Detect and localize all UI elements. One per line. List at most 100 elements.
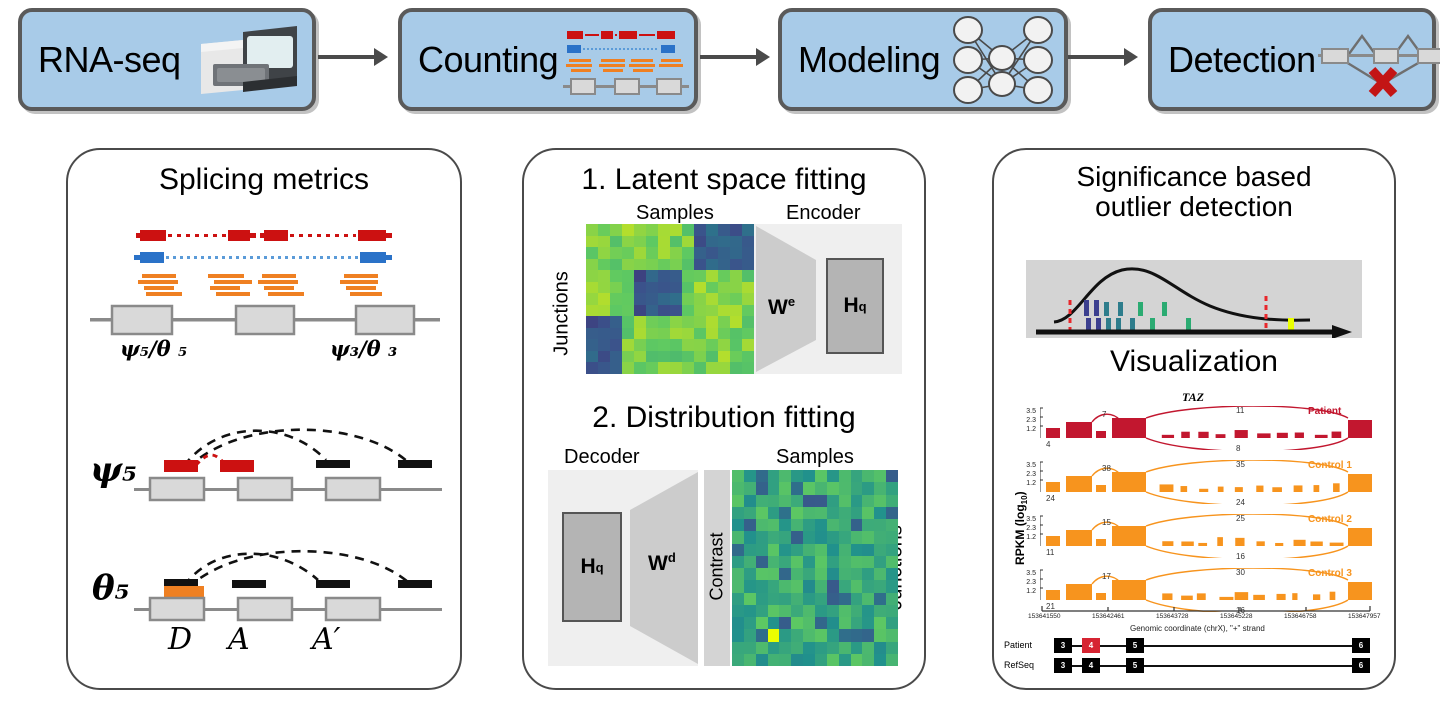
heatmap-cell [838, 470, 851, 483]
heatmap-cell [814, 519, 827, 532]
heatmap-cell [803, 604, 815, 617]
heatmap-cell [874, 641, 887, 654]
heatmap-cell [803, 531, 815, 544]
heatmap-cell [803, 641, 815, 654]
heatmap-cell [646, 362, 658, 374]
heatmap-cell [850, 641, 863, 654]
heatmap-cell [767, 470, 780, 483]
heatmap-cell [791, 617, 804, 630]
heatmap-cell [598, 327, 610, 340]
heatmap-cell [791, 641, 804, 654]
heatmap-cell [826, 568, 839, 581]
heatmap-cell [743, 519, 756, 532]
heatmap-cell [874, 604, 887, 617]
heatmap-cell [874, 592, 887, 605]
heatmap-cell [779, 592, 792, 605]
heatmap-cell [718, 235, 730, 248]
heatmap-cell [586, 293, 598, 305]
heatmap-cell [682, 247, 694, 259]
panel-title-line1: Significance based [1076, 161, 1312, 192]
heatmap-cell [826, 531, 839, 544]
heatmap-cell [586, 304, 598, 317]
heatmap-cell [634, 293, 646, 305]
heatmap-cell [646, 258, 658, 271]
heatmap-cell [732, 604, 744, 617]
gene-name-label: TAZ [1182, 390, 1205, 404]
gene-model-exon: 3 [1054, 658, 1072, 673]
heatmap-cell [694, 316, 706, 328]
heatmap-cell [779, 531, 792, 544]
pipeline-step-detection[interactable]: Detection [1148, 8, 1440, 111]
sashimi-coverage [1040, 406, 1372, 450]
heatmap-cell [886, 580, 898, 593]
heatmap-cell [838, 617, 851, 630]
heatmap-cell [874, 482, 887, 495]
heatmap-cell [791, 653, 804, 666]
heatmap-cell [850, 494, 863, 507]
heatmap-cell [755, 519, 768, 532]
heatmap-cell [586, 258, 598, 271]
samples-axis-label: Samples [636, 202, 714, 224]
pipeline-step-label: RNA-seq [38, 38, 181, 80]
heatmap-cell [598, 339, 610, 351]
heatmap-cell [814, 531, 827, 544]
heatmap-cell [622, 304, 634, 317]
genomic-coordinate-label: 153641550 [1028, 613, 1061, 620]
heatmap-cell [598, 293, 610, 305]
heatmap-cell [598, 304, 610, 317]
rpkm-tick-label: 2.3 [1026, 525, 1036, 532]
heatmap-cell [586, 339, 598, 351]
heatmap-cell [874, 555, 887, 568]
pipeline-step-rna-seq[interactable]: RNA-seq [18, 8, 316, 111]
heatmap-cell [767, 592, 780, 605]
heatmap-cell [706, 224, 718, 236]
encoder-weight-label: We [768, 294, 796, 319]
pipeline-step-counting[interactable]: Counting [398, 8, 698, 111]
gene-model-exon: 6 [1352, 658, 1370, 673]
heatmap-cell [886, 531, 898, 544]
junction-read-count: 24 [1046, 494, 1055, 503]
step2-title: 2. Distribution fitting [592, 401, 856, 434]
heatmap-cell [730, 327, 742, 340]
heatmap-cell [610, 281, 622, 294]
heatmap-cell [742, 316, 754, 328]
heatmap-cell [838, 543, 851, 556]
heatmap-cell [886, 653, 898, 666]
sashimi-coverage [1040, 568, 1372, 612]
heatmap-cell [755, 555, 768, 568]
gene-model-row-label: RefSeq [1004, 660, 1035, 670]
heatmap-cell [886, 506, 898, 519]
heatmap-cell [803, 519, 815, 532]
heatmap-cell [826, 617, 839, 630]
heatmap-cell [814, 617, 827, 630]
heatmap-cell [670, 270, 682, 282]
heatmap-cell [634, 270, 646, 282]
heatmap-cell [598, 362, 610, 374]
heatmap-cell [694, 258, 706, 271]
heatmap-cell [743, 555, 756, 568]
heatmap-cell [658, 224, 670, 236]
heatmap-cell [610, 224, 622, 236]
heatmap-cell [743, 580, 756, 593]
heatmap-cell [682, 339, 694, 351]
contrast-label: Contrast [706, 532, 727, 601]
sashimi-track: 3.5 2.3 1.2 38 35 24 24 Control 1 [1002, 460, 1394, 507]
heatmap-cell [814, 580, 827, 593]
heatmap-cell [598, 258, 610, 271]
heatmap-cell [706, 339, 718, 351]
panel-title: Splicing metrics [158, 163, 370, 196]
genomic-coordinate-label: 153646758 [1284, 613, 1317, 620]
heatmap-cell [791, 482, 804, 495]
pipeline-step-modeling[interactable]: Modeling [778, 8, 1068, 111]
sashimi-coverage [1040, 460, 1372, 504]
heatmap-cell [646, 247, 658, 259]
heatmap-cell [743, 592, 756, 605]
heatmap-cell [610, 247, 622, 259]
heatmap-cell [874, 580, 887, 593]
residual-heatmap [732, 470, 898, 666]
heatmap-cell [730, 362, 742, 374]
heatmap-cell [610, 235, 622, 248]
heatmap-cell [838, 494, 851, 507]
heatmap-cell [658, 293, 670, 305]
